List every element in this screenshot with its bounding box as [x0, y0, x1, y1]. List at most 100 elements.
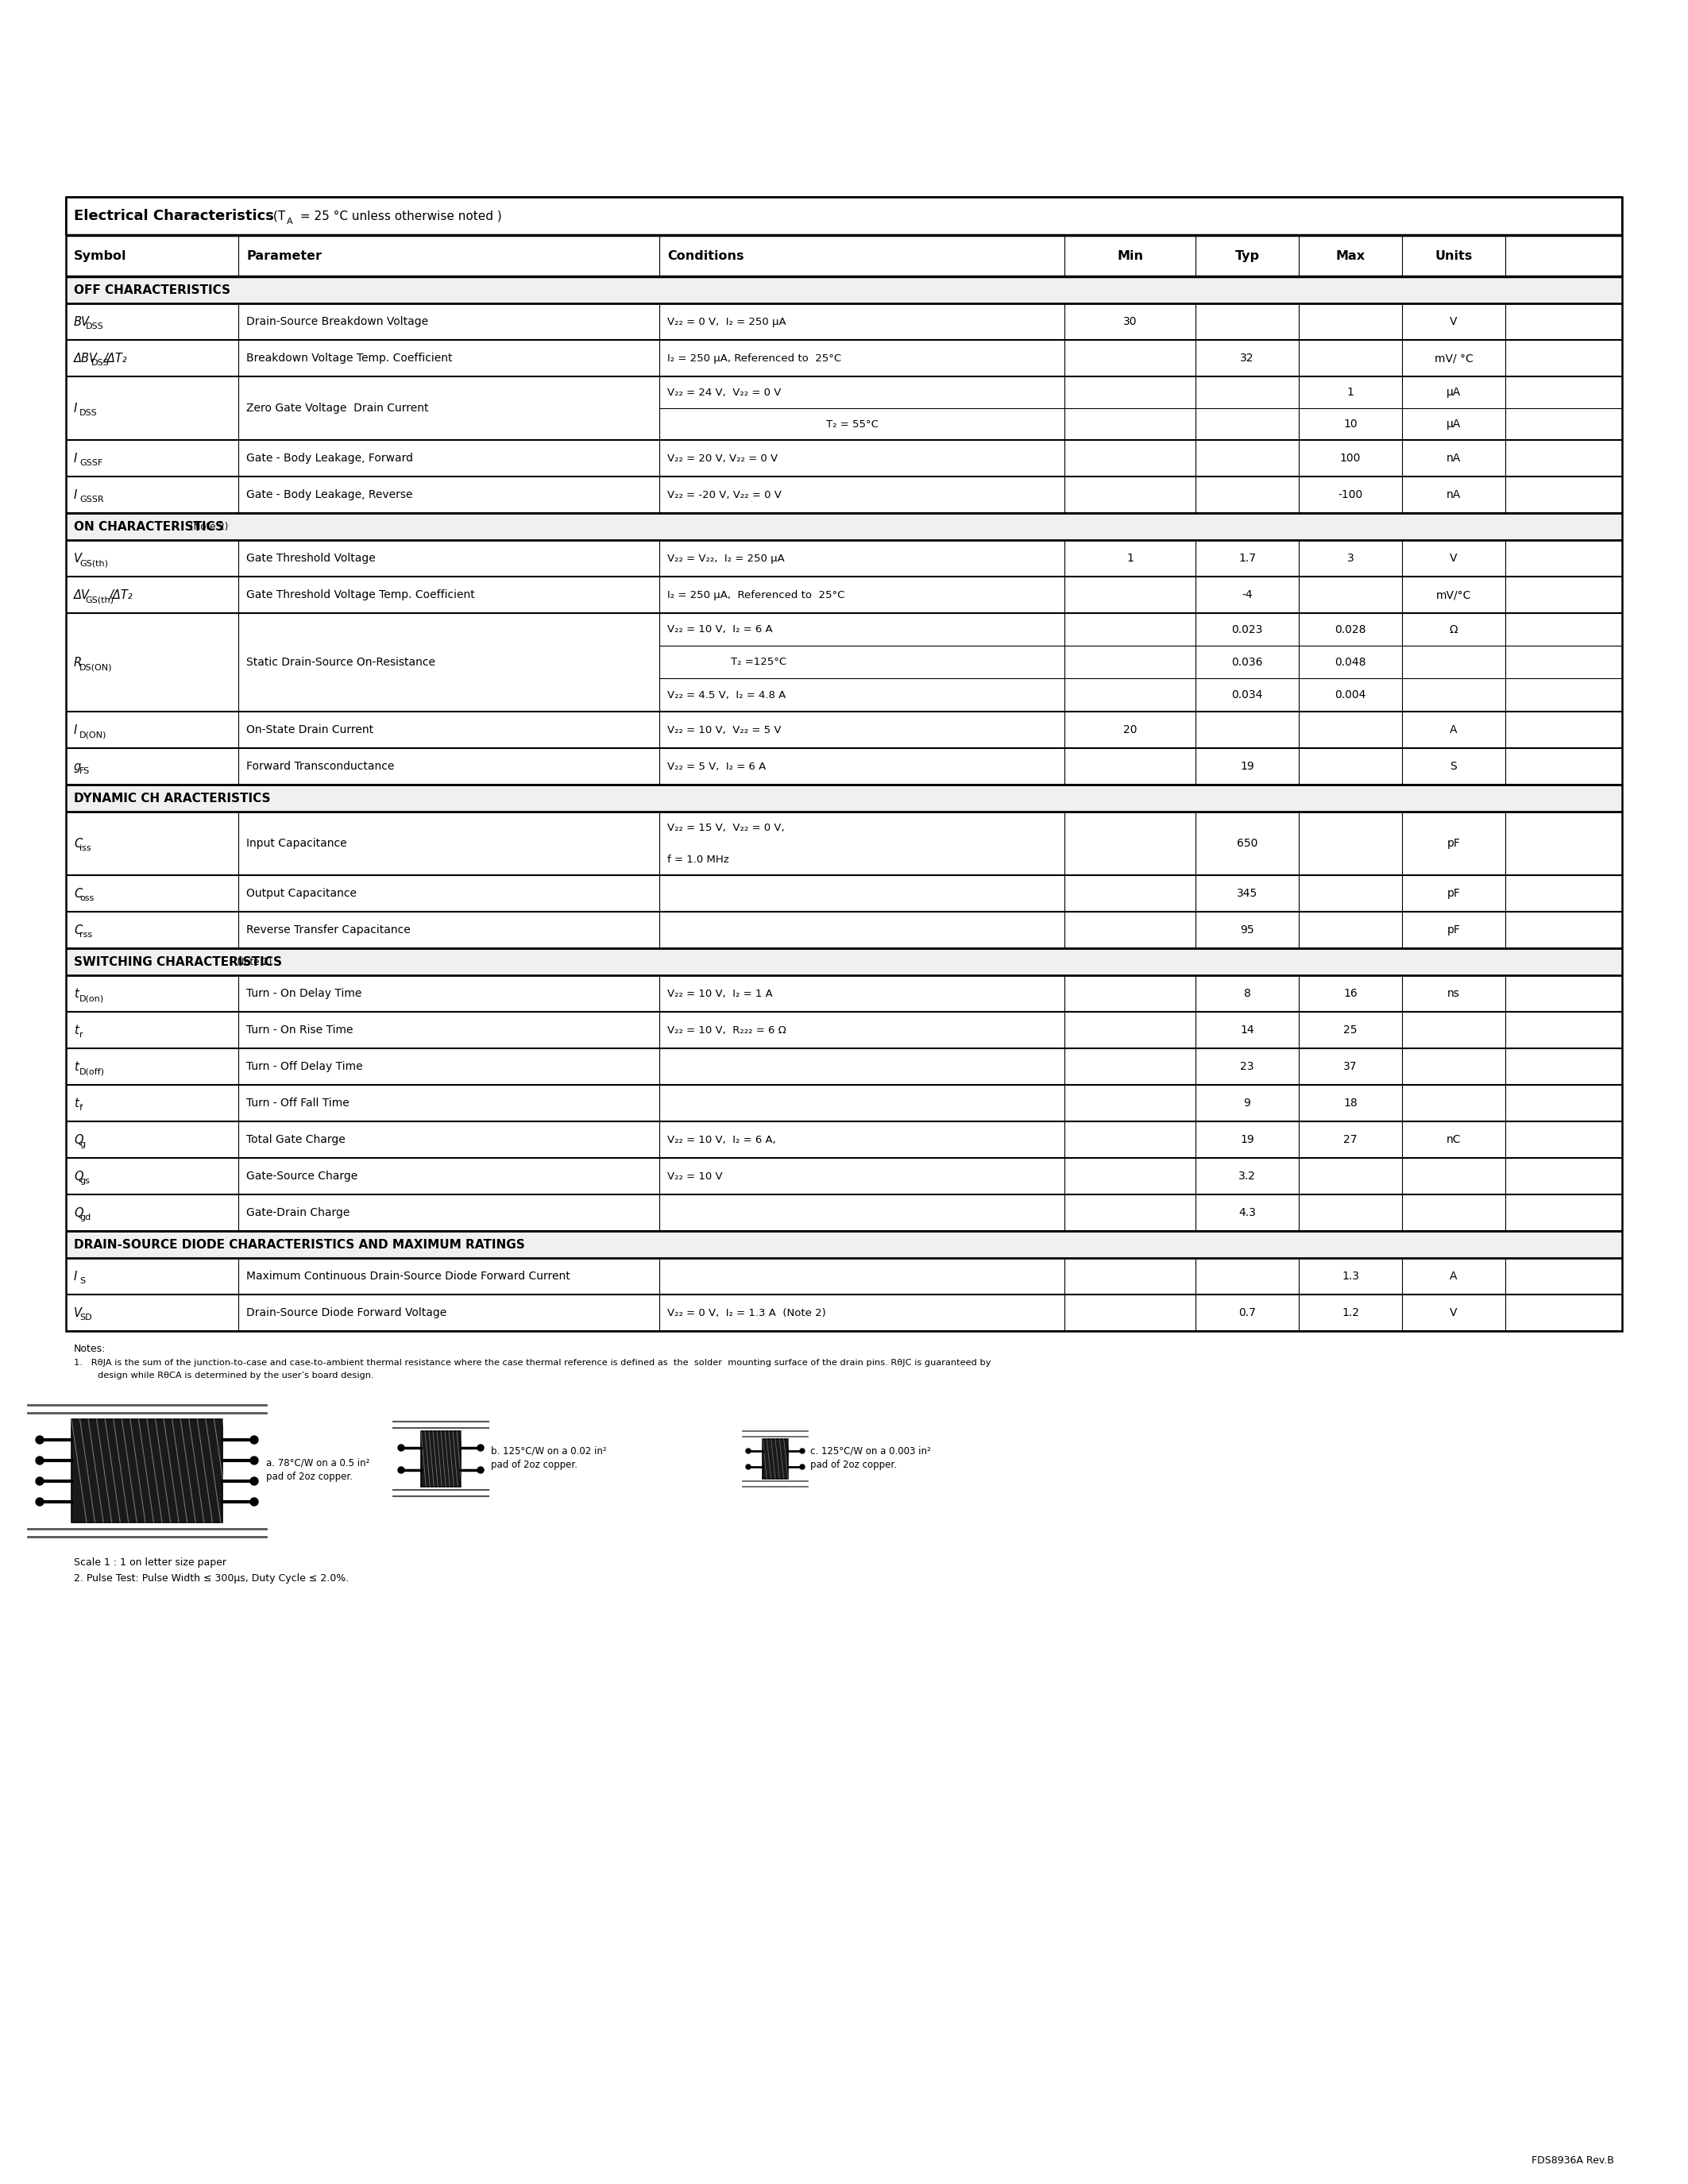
Text: I: I — [74, 452, 78, 465]
Text: Gate-Drain Charge: Gate-Drain Charge — [246, 1208, 349, 1219]
Circle shape — [35, 1435, 44, 1444]
Text: ON CHARACTERISTICS: ON CHARACTERISTICS — [74, 520, 225, 533]
Text: I₂ = 250 μA,  Referenced to  25°C: I₂ = 250 μA, Referenced to 25°C — [667, 590, 844, 601]
Text: Notes:: Notes: — [74, 1343, 106, 1354]
Text: Typ: Typ — [1236, 249, 1259, 262]
Text: 0.028: 0.028 — [1335, 625, 1366, 636]
Text: nC: nC — [1447, 1133, 1462, 1144]
Circle shape — [35, 1498, 44, 1505]
Text: pad of 2oz copper.: pad of 2oz copper. — [267, 1472, 353, 1481]
Text: 19: 19 — [1241, 760, 1254, 771]
Text: S: S — [1450, 760, 1457, 771]
Text: DRAIN-SOURCE DIODE CHARACTERISTICS AND MAXIMUM RATINGS: DRAIN-SOURCE DIODE CHARACTERISTICS AND M… — [74, 1238, 525, 1251]
Text: DSS: DSS — [91, 358, 110, 367]
Text: iss: iss — [79, 845, 91, 852]
Text: pF: pF — [1447, 889, 1460, 900]
Circle shape — [250, 1457, 258, 1465]
Text: Parameter: Parameter — [246, 249, 322, 262]
Text: μA: μA — [1447, 419, 1460, 430]
Text: 0.036: 0.036 — [1232, 657, 1263, 668]
Text: g: g — [79, 1140, 86, 1149]
Text: 100: 100 — [1340, 452, 1361, 463]
Text: A: A — [1450, 1271, 1457, 1282]
Text: 1.   RθJA is the sum of the junction-to-case and case-to-ambient thermal resista: 1. RθJA is the sum of the junction-to-ca… — [74, 1358, 991, 1367]
Text: V₂₂ = 24 V,  V₂₂ = 0 V: V₂₂ = 24 V, V₂₂ = 0 V — [667, 387, 782, 397]
Text: V₂₂ = 10 V,  R₂₂₂ = 6 Ω: V₂₂ = 10 V, R₂₂₂ = 6 Ω — [667, 1024, 787, 1035]
Text: V₂₂ = 10 V: V₂₂ = 10 V — [667, 1171, 722, 1182]
Text: (T: (T — [270, 210, 285, 223]
Text: 1.2: 1.2 — [1342, 1308, 1359, 1319]
Text: Breakdown Voltage Temp. Coefficient: Breakdown Voltage Temp. Coefficient — [246, 352, 452, 365]
Text: S: S — [79, 1278, 86, 1284]
Text: C: C — [74, 924, 83, 937]
Text: c. 125°C/W on a 0.003 in²: c. 125°C/W on a 0.003 in² — [810, 1446, 930, 1457]
Text: SD: SD — [79, 1313, 93, 1321]
Text: V₂₂ = 15 V,  V₂₂ = 0 V,: V₂₂ = 15 V, V₂₂ = 0 V, — [667, 823, 785, 832]
Text: 1.3: 1.3 — [1342, 1271, 1359, 1282]
Text: Gate Threshold Voltage: Gate Threshold Voltage — [246, 553, 375, 563]
Text: DSS: DSS — [86, 323, 103, 330]
Text: (Note 2): (Note 2) — [191, 522, 228, 531]
Text: 3: 3 — [1347, 553, 1354, 563]
Text: 25: 25 — [1344, 1024, 1357, 1035]
Text: 9: 9 — [1244, 1099, 1251, 1109]
Text: ns: ns — [1447, 987, 1460, 998]
Text: DYNAMIC CH ARACTERISTICS: DYNAMIC CH ARACTERISTICS — [74, 793, 270, 804]
Text: V: V — [1450, 553, 1457, 563]
Text: a. 78°C/W on a 0.5 in²: a. 78°C/W on a 0.5 in² — [267, 1457, 370, 1468]
Text: A: A — [287, 218, 292, 225]
Text: f = 1.0 MHz: f = 1.0 MHz — [667, 854, 729, 865]
Bar — [66, 197, 1622, 1330]
Text: (Note 2): (Note 2) — [233, 957, 272, 968]
Text: I: I — [74, 1271, 78, 1282]
Text: FDS8936A Rev.B: FDS8936A Rev.B — [1531, 2156, 1614, 2164]
Text: OFF CHARACTERISTICS: OFF CHARACTERISTICS — [74, 284, 230, 295]
Text: 16: 16 — [1344, 987, 1357, 998]
Circle shape — [800, 1448, 805, 1452]
Circle shape — [478, 1444, 484, 1450]
Text: V₂₂ = 10 V,  V₂₂ = 5 V: V₂₂ = 10 V, V₂₂ = 5 V — [667, 725, 782, 736]
Text: 0.048: 0.048 — [1335, 657, 1366, 668]
Text: D(off): D(off) — [79, 1068, 105, 1075]
Text: V₂₂ = 5 V,  I₂ = 6 A: V₂₂ = 5 V, I₂ = 6 A — [667, 762, 766, 771]
Text: D(ON): D(ON) — [79, 732, 106, 738]
Text: Static Drain-Source On-Resistance: Static Drain-Source On-Resistance — [246, 657, 436, 668]
Text: 0.034: 0.034 — [1232, 690, 1263, 701]
Text: Drain-Source Breakdown Voltage: Drain-Source Breakdown Voltage — [246, 317, 429, 328]
Text: -100: -100 — [1339, 489, 1362, 500]
Text: V₂₂ = 20 V, V₂₂ = 0 V: V₂₂ = 20 V, V₂₂ = 0 V — [667, 452, 778, 463]
Text: b. 125°C/W on a 0.02 in²: b. 125°C/W on a 0.02 in² — [491, 1446, 606, 1457]
Text: Drain-Source Diode Forward Voltage: Drain-Source Diode Forward Voltage — [246, 1308, 447, 1319]
Bar — [66, 513, 1622, 539]
Text: Q: Q — [74, 1133, 83, 1147]
Text: pF: pF — [1447, 839, 1460, 850]
Text: R: R — [74, 657, 83, 668]
Text: gd: gd — [79, 1214, 91, 1221]
Text: Gate Threshold Voltage Temp. Coefficient: Gate Threshold Voltage Temp. Coefficient — [246, 590, 474, 601]
Text: Scale 1 : 1 on letter size paper: Scale 1 : 1 on letter size paper — [74, 1557, 226, 1568]
Text: 1: 1 — [1347, 387, 1354, 397]
Text: V₂₂ = -20 V, V₂₂ = 0 V: V₂₂ = -20 V, V₂₂ = 0 V — [667, 489, 782, 500]
Text: /ΔT₂: /ΔT₂ — [110, 590, 133, 601]
Text: Forward Transconductance: Forward Transconductance — [246, 760, 395, 771]
Bar — [66, 784, 1622, 812]
Text: 0.004: 0.004 — [1335, 690, 1366, 701]
Text: Turn - On Delay Time: Turn - On Delay Time — [246, 987, 361, 998]
Text: T₂ =125°C: T₂ =125°C — [731, 657, 787, 666]
Text: V: V — [74, 1306, 81, 1319]
Text: T₂ = 55°C: T₂ = 55°C — [825, 419, 878, 430]
Text: 345: 345 — [1237, 889, 1258, 900]
Text: Units: Units — [1435, 249, 1472, 262]
Text: Output Capacitance: Output Capacitance — [246, 889, 356, 900]
Text: 19: 19 — [1241, 1133, 1254, 1144]
Text: Maximum Continuous Drain-Source Diode Forward Current: Maximum Continuous Drain-Source Diode Fo… — [246, 1271, 571, 1282]
Text: Turn - Off Fall Time: Turn - Off Fall Time — [246, 1099, 349, 1109]
Text: r: r — [79, 1031, 83, 1040]
Text: 14: 14 — [1241, 1024, 1254, 1035]
Text: t: t — [74, 1096, 78, 1109]
Text: V₂₂ = 0 V,  I₂ = 250 μA: V₂₂ = 0 V, I₂ = 250 μA — [667, 317, 787, 328]
Text: -4: -4 — [1242, 590, 1252, 601]
Circle shape — [35, 1457, 44, 1465]
Text: oss: oss — [79, 893, 95, 902]
Text: D(on): D(on) — [79, 994, 105, 1002]
